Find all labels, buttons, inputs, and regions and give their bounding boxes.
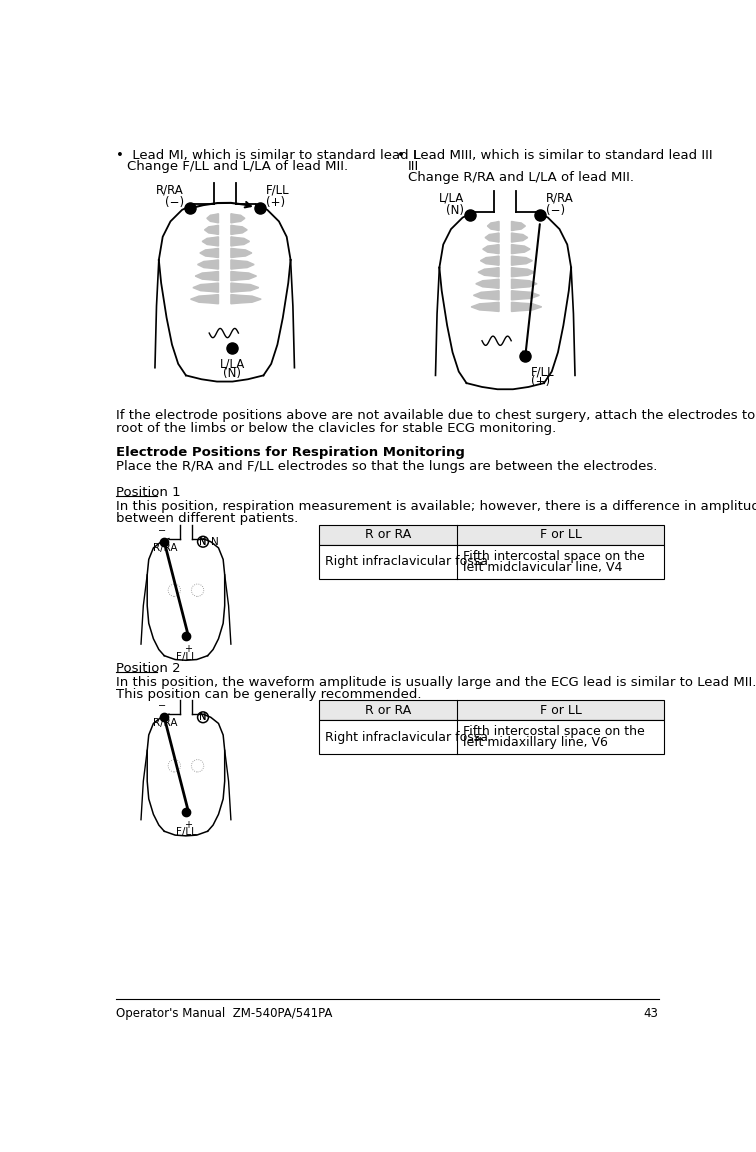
Polygon shape — [231, 226, 247, 235]
Polygon shape — [512, 302, 542, 311]
Polygon shape — [512, 244, 530, 253]
Text: Change R/RA and L/LA of lead MII.: Change R/RA and L/LA of lead MII. — [407, 170, 634, 183]
Text: Position 2: Position 2 — [116, 662, 181, 675]
Text: If the electrode positions above are not available due to chest surgery, attach : If the electrode positions above are not… — [116, 409, 756, 423]
Text: N: N — [211, 537, 218, 547]
Polygon shape — [512, 267, 534, 276]
Polygon shape — [202, 237, 218, 247]
Bar — [319, 525, 664, 545]
Text: R or RA: R or RA — [365, 529, 411, 541]
Polygon shape — [231, 260, 254, 270]
Polygon shape — [512, 233, 528, 242]
Polygon shape — [205, 226, 218, 235]
Polygon shape — [478, 267, 499, 276]
Text: +: + — [184, 644, 192, 654]
Text: F or LL: F or LL — [540, 704, 581, 717]
Bar — [319, 720, 664, 755]
Text: (N): (N) — [446, 204, 464, 217]
Text: F or LL: F or LL — [540, 529, 581, 541]
Polygon shape — [231, 295, 261, 304]
Text: −: − — [158, 525, 166, 536]
Polygon shape — [512, 256, 532, 265]
Polygon shape — [191, 295, 218, 304]
Text: F/LL: F/LL — [175, 652, 197, 662]
Polygon shape — [231, 214, 245, 223]
Text: Right infraclavicular fossa: Right infraclavicular fossa — [325, 730, 488, 744]
Text: This position can be generally recommended.: This position can be generally recommend… — [116, 688, 422, 702]
Text: (N): (N) — [224, 367, 241, 380]
Polygon shape — [483, 244, 499, 253]
Text: F/LL: F/LL — [266, 184, 290, 197]
Text: +: + — [184, 820, 192, 829]
Text: In this position, respiration measurement is available; however, there is a diff: In this position, respiration measuremen… — [116, 500, 756, 513]
Text: R/RA: R/RA — [153, 719, 178, 728]
Text: Electrode Positions for Respiration Monitoring: Electrode Positions for Respiration Moni… — [116, 446, 465, 460]
Text: Fifth intercostal space on the: Fifth intercostal space on the — [463, 726, 645, 738]
Text: R or RA: R or RA — [365, 704, 411, 717]
Text: left midclavicular line, V4: left midclavicular line, V4 — [463, 561, 623, 574]
Text: F/LL: F/LL — [175, 827, 197, 838]
Text: N: N — [200, 537, 206, 547]
Polygon shape — [476, 279, 499, 288]
Bar — [319, 545, 664, 578]
Text: N: N — [200, 712, 206, 722]
Text: R/RA: R/RA — [153, 543, 178, 553]
Text: Position 1: Position 1 — [116, 486, 181, 499]
Text: N: N — [200, 712, 206, 722]
Text: root of the limbs or below the clavicles for stable ECG monitoring.: root of the limbs or below the clavicles… — [116, 422, 556, 434]
Text: Right infraclavicular fossa: Right infraclavicular fossa — [325, 555, 488, 568]
Bar — [319, 700, 664, 720]
Polygon shape — [231, 272, 256, 281]
Text: L/LA: L/LA — [439, 191, 464, 204]
Polygon shape — [197, 260, 218, 270]
Polygon shape — [231, 249, 252, 258]
Text: Fifth intercostal space on the: Fifth intercostal space on the — [463, 550, 645, 563]
Text: R/RA: R/RA — [156, 184, 184, 197]
Text: (+): (+) — [531, 374, 550, 387]
Text: Place the R/RA and F/LL electrodes so that the lungs are between the electrodes.: Place the R/RA and F/LL electrodes so th… — [116, 460, 658, 473]
Polygon shape — [512, 221, 525, 230]
Polygon shape — [471, 302, 499, 311]
Text: R/RA: R/RA — [547, 191, 574, 204]
Text: III: III — [407, 160, 419, 173]
Text: −: − — [158, 702, 166, 711]
Text: (+): (+) — [266, 196, 285, 209]
Polygon shape — [195, 272, 218, 281]
Polygon shape — [193, 283, 218, 293]
Text: (−): (−) — [165, 196, 184, 209]
Text: In this position, the waveform amplitude is usually large and the ECG lead is si: In this position, the waveform amplitude… — [116, 676, 756, 689]
Polygon shape — [485, 233, 499, 242]
Polygon shape — [512, 279, 537, 288]
Text: left midaxillary line, V6: left midaxillary line, V6 — [463, 736, 609, 749]
Text: •  Lead MI, which is similar to standard lead I: • Lead MI, which is similar to standard … — [116, 149, 417, 162]
Polygon shape — [473, 290, 499, 300]
Text: Operator's Manual  ZM-540PA/541PA: Operator's Manual ZM-540PA/541PA — [116, 1007, 333, 1020]
Text: F/LL: F/LL — [531, 365, 554, 378]
Text: 43: 43 — [644, 1007, 658, 1020]
Polygon shape — [488, 221, 499, 230]
Polygon shape — [231, 283, 259, 293]
Polygon shape — [207, 214, 218, 223]
Text: Change F/LL and L/LA of lead MII.: Change F/LL and L/LA of lead MII. — [127, 160, 349, 173]
Polygon shape — [231, 237, 249, 247]
Text: N: N — [200, 537, 206, 547]
Text: •  Lead MIII, which is similar to standard lead III: • Lead MIII, which is similar to standar… — [397, 149, 712, 162]
Text: between different patients.: between different patients. — [116, 513, 299, 525]
Text: (−): (−) — [547, 204, 565, 217]
Polygon shape — [481, 256, 499, 265]
Text: L/LA: L/LA — [220, 357, 245, 371]
Polygon shape — [200, 249, 218, 258]
Polygon shape — [512, 290, 539, 300]
